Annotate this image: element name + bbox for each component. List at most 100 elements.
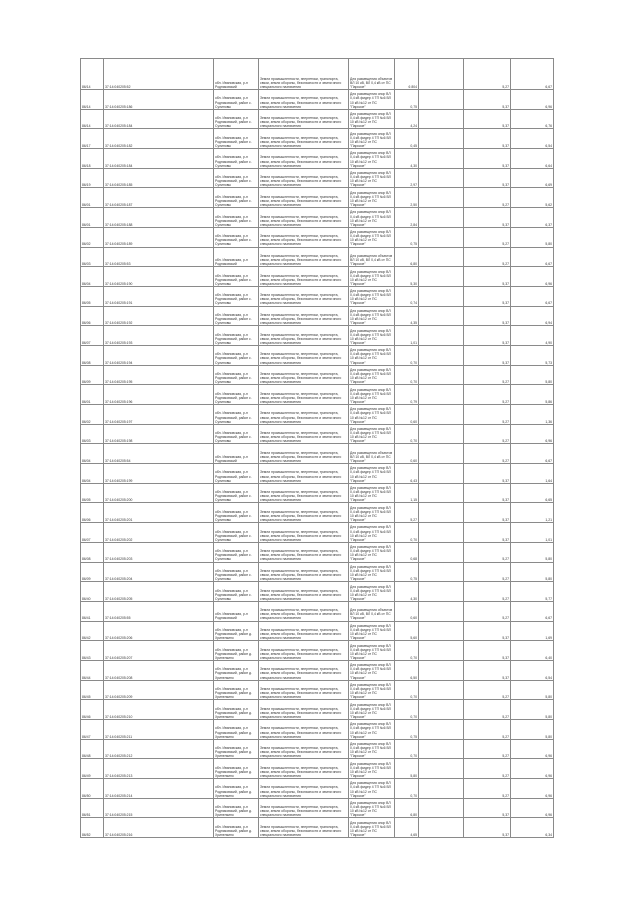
cadastral-number-cell: 37:14:040205:200	[103, 482, 214, 504]
value-1-cell: 5,27	[463, 541, 511, 563]
permitted-use-cell: Для размещения опор ВЛ 0,4 кВ фидер 4 ТП…	[348, 463, 395, 484]
value-1-cell: 5,27	[463, 384, 511, 405]
permitted-use-cell: Для размещения объектов ВЛ 10 кВ, ВЛ 0,4…	[348, 600, 395, 622]
address-cell: обл. Ивановская, р-н Родниковский, район…	[213, 502, 259, 524]
value-2-cell: 4,90	[510, 325, 554, 346]
area-cell: 0,79	[394, 384, 419, 405]
empty-cell	[418, 404, 464, 425]
cadastral-number-cell: 37:14:040205:184	[103, 108, 214, 130]
land-category-cell: Земли промышленности, энергетики, трансп…	[258, 266, 349, 287]
value-1-cell: 5,37	[463, 89, 511, 110]
table-row: 86/04 37:14:040205:54 обл. Ивановская, р-н…	[80, 443, 554, 465]
value-1-cell: 5,37	[463, 305, 511, 327]
value-1-cell: 5,27	[463, 679, 511, 701]
value-1-cell: 5,37	[463, 207, 511, 228]
cadastral-number-cell: 37:14:040205:55	[103, 600, 214, 622]
empty-cell	[418, 344, 464, 366]
table-row: 86/14 37:14:040205:186 обл. Ивановская, р-…	[80, 89, 554, 110]
value-2-cell: 6,69	[510, 167, 554, 189]
table-row: 86/42 37:14:040205:206 обл. Ивановская, р-…	[80, 620, 554, 642]
plot-number-cell: 86/51	[80, 797, 104, 819]
address-cell: обл. Ивановская, р-н Родниковский, район…	[213, 640, 259, 661]
empty-cell	[418, 58, 464, 90]
empty-cell	[418, 679, 464, 701]
cadastral-number-cell: 37:14:040205:206	[103, 620, 214, 642]
cadastral-number-cell: 37:14:040205:193	[103, 325, 214, 346]
land-category-cell: Земли промышленности, энергетики, трансп…	[258, 541, 349, 563]
value-2-cell: 6,40	[510, 640, 554, 661]
empty-cell	[418, 364, 464, 386]
empty-cell	[418, 502, 464, 524]
value-2-cell: 5,80	[510, 679, 554, 701]
permitted-use-cell: Для размещения объектов ВЛ 10 кВ, ВЛ 0,4…	[348, 443, 395, 465]
address-cell: обл. Ивановская, р-н Родниковский, район…	[213, 187, 259, 209]
table-row: 86/08 37:14:040205:194 обл. Ивановская, р-…	[80, 344, 554, 366]
empty-cell	[418, 443, 464, 465]
permitted-use-cell: Для размещения опор ВЛ 0,4 кВ фидер 4 ТП…	[348, 187, 395, 209]
permitted-use-cell: Для размещения опор ВЛ 0,4 кВ фидер 4 ТП…	[348, 404, 395, 425]
area-cell: 0,75	[394, 561, 419, 583]
cadastral-number-cell: 37:14:040205:215	[103, 797, 214, 819]
table-row: 86/02 37:14:040205:189 обл. Ивановская, р-…	[80, 226, 554, 248]
address-cell: обл. Ивановская, р-н Родниковский, район…	[213, 778, 259, 799]
permitted-use-cell: Для размещения опор ВЛ 0,4 кВ фидер 4 ТП…	[348, 541, 395, 563]
permitted-use-cell: Для размещения опор ВЛ 0,4 кВ фидер 4 ТП…	[348, 167, 395, 189]
empty-cell	[418, 89, 464, 110]
land-category-cell: Земли промышленности, энергетики, трансп…	[258, 364, 349, 386]
empty-cell	[418, 305, 464, 327]
permitted-use-cell: Для размещения опор ВЛ 0,4 кВ фидер 4 ТП…	[348, 561, 395, 583]
land-category-cell: Земли промышленности, энергетики, трансп…	[258, 758, 349, 780]
empty-cell	[418, 620, 464, 642]
cadastral-number-cell: 37:14:040205:212	[103, 738, 214, 760]
permitted-use-cell: Для размещения опор ВЛ 0,4 кВ фидер 4 ТП…	[348, 620, 395, 642]
value-2-cell: 6,67	[510, 443, 554, 465]
land-category-cell: Земли промышленности, энергетики, трансп…	[258, 443, 349, 465]
permitted-use-cell: Для размещения опор ВЛ 0,4 кВ фидер 4 ТП…	[348, 817, 395, 839]
table-row: 86/52 37:14:040205:216 обл. Ивановская, р-…	[80, 817, 554, 839]
address-cell: обл. Ивановская, р-н Родниковский, район…	[213, 266, 259, 287]
empty-cell	[418, 699, 464, 720]
plot-number-cell: 86/48	[80, 738, 104, 760]
area-cell: 2,50	[394, 187, 419, 209]
area-cell: 0,70	[394, 738, 419, 760]
value-2-cell: 6,96	[510, 423, 554, 445]
address-cell: обл. Ивановская, р-н Родниковский, район…	[213, 404, 259, 425]
cadastral-number-cell: 37:14:040205:216	[103, 817, 214, 839]
value-2-cell: 5,86	[510, 384, 554, 405]
area-cell: 6,43	[394, 463, 419, 484]
table-row: 86/03 37:14:040205:198 обл. Ивановская, р-…	[80, 423, 554, 445]
land-category-cell: Земли промышленности, энергетики, трансп…	[258, 344, 349, 366]
cadastral-number-cell: 37:14:040205:202	[103, 522, 214, 543]
plot-number-cell: 86/18	[80, 148, 104, 169]
cadastral-number-cell: 37:14:040205:189	[103, 226, 214, 248]
plot-number-cell: 86/52	[80, 817, 104, 839]
area-cell: 0,75	[394, 226, 419, 248]
value-2-cell: 6,54	[510, 128, 554, 150]
value-1-cell: 5,37	[463, 659, 511, 681]
plot-number-cell: 86/45	[80, 679, 104, 701]
table-row: 86/47 37:14:040205:211 обл. Ивановская, р-…	[80, 719, 554, 740]
empty-cell	[418, 482, 464, 504]
value-2-cell: 6,34	[510, 817, 554, 839]
table-row: 86/07 37:14:040205:193 обл. Ивановская, р-…	[80, 325, 554, 346]
cadastral-number-cell: 37:14:040205:213	[103, 758, 214, 780]
plot-number-cell: 86/47	[80, 719, 104, 740]
area-cell: 0,45	[394, 128, 419, 150]
table-row: 86/05 37:14:040205:191 обл. Ивановская, р-…	[80, 285, 554, 307]
permitted-use-cell: Для размещения опор ВЛ 0,4 кВ фидер 4 ТП…	[348, 719, 395, 740]
empty-cell	[418, 207, 464, 228]
permitted-use-cell: Для размещения опор ВЛ 0,4 кВ фидер 4 ТП…	[348, 384, 395, 405]
area-cell: 1,15	[394, 482, 419, 504]
value-1-cell: 5,27	[463, 600, 511, 622]
land-category-cell: Земли промышленности, энергетики, трансп…	[258, 108, 349, 130]
plot-number-cell: 86/01	[80, 384, 104, 405]
cadastral-number-cell: 37:14:040205:52	[103, 58, 214, 90]
permitted-use-cell: Для размещения опор ВЛ 0,4 кВ фидер 4 ТП…	[348, 699, 395, 720]
empty-cell	[418, 541, 464, 563]
plot-number-cell: 86/07	[80, 325, 104, 346]
cadastral-number-cell: 37:14:040205:210	[103, 699, 214, 720]
plot-number-cell: 86/05	[80, 285, 104, 307]
value-2-cell: 5,77	[510, 581, 554, 602]
area-cell: 0,60	[394, 600, 419, 622]
table-row: 86/44 37:14:040205:208 обл. Ивановская, р-…	[80, 659, 554, 681]
